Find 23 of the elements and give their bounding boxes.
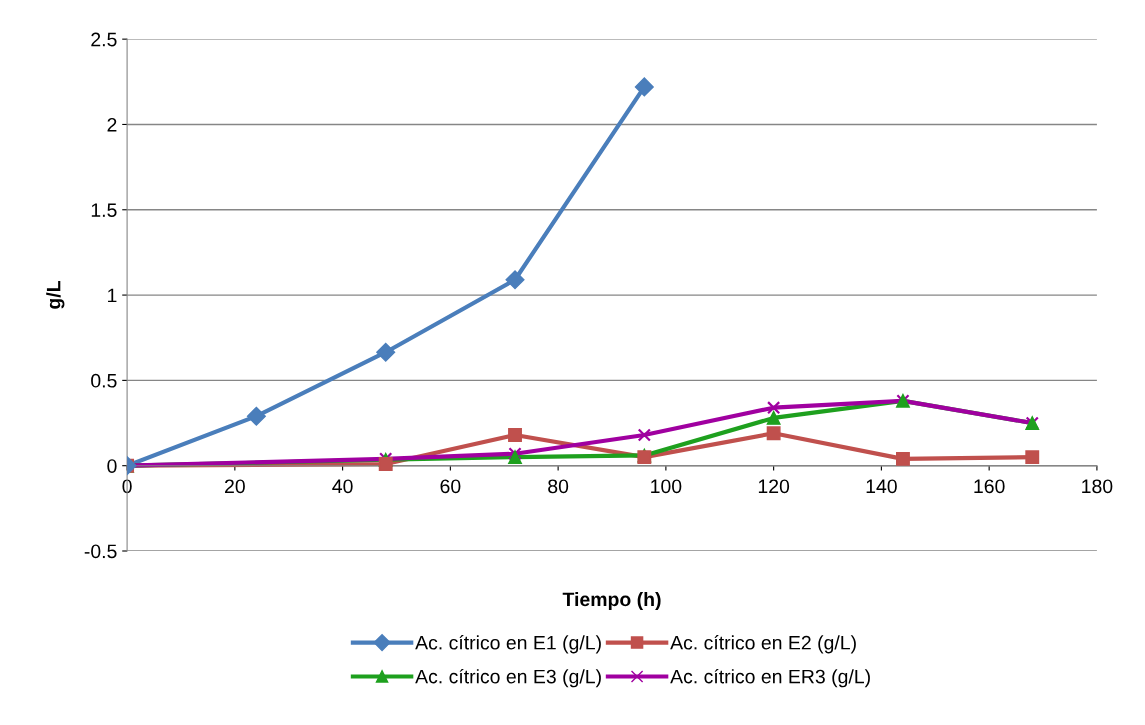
x-axis-title: Tiempo (h): [562, 591, 661, 611]
legend-label: Ac. cítrico en E2 (g/L): [670, 635, 856, 654]
x-tick-label: 160: [974, 479, 1005, 494]
x-tick-label: 120: [758, 479, 790, 494]
x-tick-label: 40: [332, 479, 353, 494]
x-tick-label: 0: [122, 479, 132, 494]
y-tick-label: -0.5: [84, 544, 117, 559]
y-tick-label: 1.5: [91, 203, 117, 217]
x-tick-label: 20: [225, 479, 245, 494]
x-tick-label: 180: [1082, 479, 1113, 494]
legend-label: Ac. cítrico en E1 (g/L): [415, 635, 601, 654]
y-tick-label: 2.5: [91, 32, 117, 47]
x-tick-label: 80: [548, 479, 569, 494]
y-axis-title: g/L: [46, 281, 65, 309]
x-tick-label: 100: [651, 479, 682, 494]
legend-label: Ac. cítrico en ER3 (g/L): [670, 668, 870, 688]
x-tick-label: 60: [440, 479, 461, 494]
y-tick-label: 0: [107, 459, 117, 473]
y-tick-label: 0.5: [91, 373, 117, 388]
y-tick-label: 1: [108, 288, 117, 303]
legend-label: Ac. cítrico en E3 (g/L): [415, 668, 601, 688]
y-tick-label: 2: [107, 117, 117, 132]
x-tick-label: 140: [866, 479, 897, 494]
